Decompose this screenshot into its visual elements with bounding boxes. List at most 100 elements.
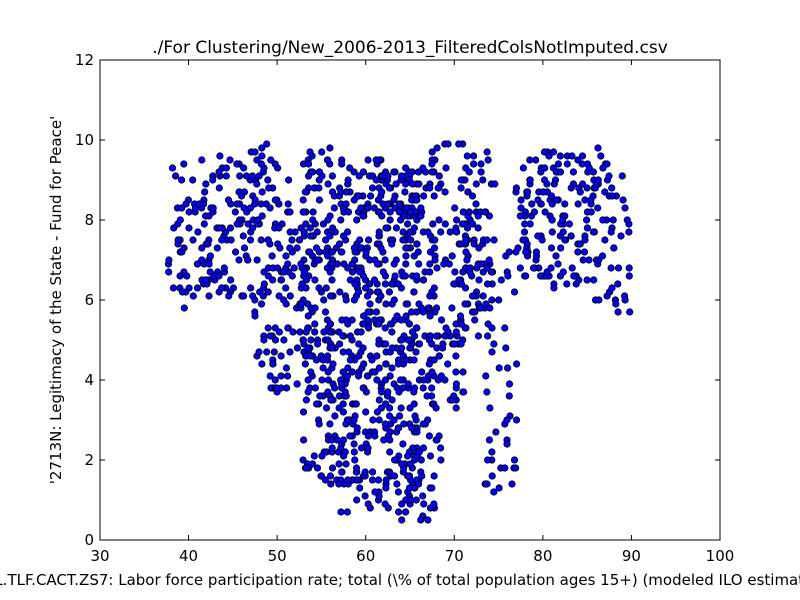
data-point	[304, 312, 312, 320]
data-point	[441, 188, 449, 196]
data-point	[576, 240, 584, 248]
data-point	[172, 172, 180, 180]
data-point	[189, 236, 197, 244]
data-point	[165, 268, 173, 276]
data-point	[488, 472, 496, 480]
data-point	[470, 240, 478, 248]
data-point	[452, 328, 460, 336]
data-point	[434, 184, 442, 192]
data-point	[239, 232, 247, 240]
data-point	[595, 296, 603, 304]
data-point	[392, 224, 400, 232]
data-point	[386, 448, 394, 456]
data-point	[410, 252, 418, 260]
data-point	[378, 188, 386, 196]
data-point	[415, 340, 424, 348]
data-point	[364, 156, 372, 164]
data-point	[408, 424, 416, 432]
data-point	[373, 352, 381, 360]
data-point	[301, 188, 309, 196]
data-point	[253, 256, 261, 264]
x-axis-label: 'SL.TLF.CACT.ZS7: Labor force participat…	[0, 571, 800, 589]
data-point	[205, 212, 213, 220]
data-point	[459, 368, 467, 376]
data-point	[338, 316, 346, 324]
data-point	[309, 208, 317, 216]
data-point	[395, 208, 403, 216]
data-point	[312, 244, 321, 252]
data-point	[209, 176, 217, 184]
data-point	[321, 236, 330, 244]
data-point	[619, 196, 627, 204]
data-point	[218, 284, 226, 292]
data-point	[198, 244, 206, 252]
data-point	[394, 508, 403, 516]
data-point	[382, 476, 390, 484]
data-point	[324, 368, 332, 376]
data-point	[407, 308, 416, 316]
data-point	[353, 424, 361, 432]
data-point	[415, 180, 423, 188]
data-point	[251, 148, 259, 156]
data-point	[375, 396, 383, 404]
data-point	[259, 292, 267, 300]
data-point	[337, 380, 346, 388]
data-point	[361, 284, 370, 292]
data-point	[354, 288, 363, 296]
data-point	[465, 168, 473, 176]
data-point	[275, 200, 283, 208]
data-point	[429, 220, 437, 228]
data-point	[501, 324, 509, 332]
data-point	[402, 252, 410, 260]
data-point	[589, 228, 598, 236]
y-axis-ticks: 0 2 4 6 8 10 12	[75, 51, 720, 549]
data-point	[479, 292, 487, 300]
data-point	[382, 224, 390, 232]
data-point	[258, 212, 266, 220]
data-point	[457, 176, 465, 184]
data-point	[377, 244, 385, 252]
data-point	[253, 156, 261, 164]
y-tick-label: 8	[84, 211, 94, 229]
data-point	[477, 260, 485, 268]
data-point	[574, 200, 582, 208]
data-point	[408, 180, 417, 188]
data-point	[483, 456, 492, 464]
data-point	[233, 200, 241, 208]
data-point	[215, 168, 223, 176]
data-point	[482, 372, 490, 380]
data-point	[408, 328, 417, 336]
data-point	[375, 492, 383, 500]
data-point	[401, 508, 410, 516]
data-point	[457, 240, 465, 248]
data-point	[374, 476, 383, 484]
data-point	[248, 172, 256, 180]
y-tick-label: 12	[75, 51, 94, 69]
data-point	[599, 216, 607, 224]
data-point	[346, 164, 354, 172]
data-point	[497, 276, 505, 284]
data-point	[346, 356, 354, 364]
data-point	[369, 416, 377, 424]
data-point	[244, 220, 252, 228]
data-point	[410, 384, 419, 392]
data-point	[548, 216, 556, 224]
data-point	[343, 508, 351, 516]
data-point	[490, 488, 498, 496]
data-point	[342, 460, 350, 468]
data-point	[227, 236, 235, 244]
data-point	[526, 156, 534, 164]
data-point	[339, 368, 347, 376]
data-point	[601, 188, 609, 196]
data-point	[581, 236, 589, 244]
data-point	[394, 280, 402, 288]
data-point	[249, 224, 257, 232]
data-point	[373, 260, 381, 268]
data-point	[390, 472, 399, 480]
data-point	[541, 208, 549, 216]
data-point	[437, 372, 445, 380]
data-point	[540, 148, 549, 156]
data-point	[559, 228, 567, 236]
data-point	[534, 232, 542, 240]
data-point	[617, 232, 625, 240]
